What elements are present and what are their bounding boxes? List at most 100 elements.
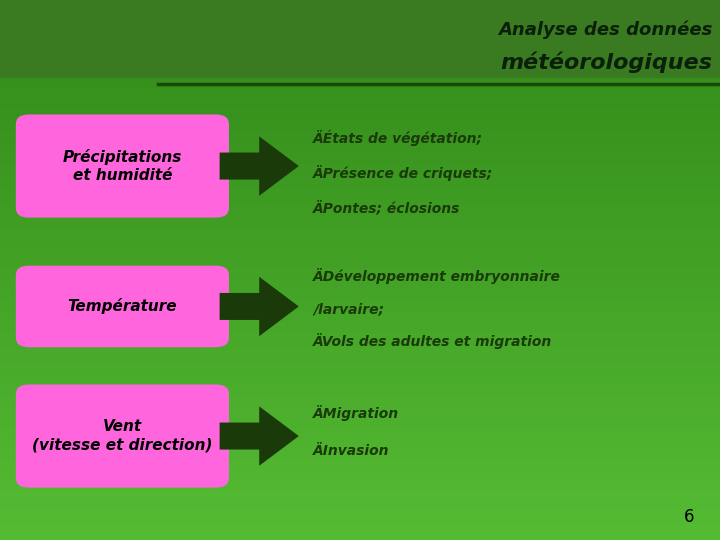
Bar [0,390,720,393]
Bar [0,18,720,20]
Bar [0,20,720,22]
Bar [0,11,720,12]
Bar [0,104,720,106]
Bar [0,216,720,218]
Bar [0,81,720,83]
Bar [0,477,720,479]
Bar [0,146,720,147]
Bar [0,531,720,533]
Bar [0,42,720,43]
Bar [0,201,720,204]
Bar [0,491,720,493]
Bar [0,79,720,81]
Bar [0,76,720,77]
Bar [0,482,720,484]
Bar [0,417,720,420]
Bar [0,227,720,228]
Bar [0,421,720,423]
Bar [0,252,720,254]
Bar [0,333,720,335]
Bar [0,9,720,11]
Bar [0,69,720,70]
Bar [0,495,720,497]
Bar [0,312,720,313]
Bar [0,31,720,32]
Bar [0,450,720,452]
Bar [0,231,720,232]
Bar [0,43,720,45]
Bar [0,61,720,63]
Bar [0,261,720,263]
Bar [0,286,720,288]
Bar [0,410,720,412]
Bar [0,86,720,88]
Bar [0,124,720,126]
Bar [0,529,720,531]
Bar [0,484,720,486]
Bar [0,0,720,2]
Bar [0,509,720,511]
Bar [0,443,720,444]
Bar [0,441,720,443]
FancyBboxPatch shape [16,266,229,347]
Bar [0,39,720,42]
Bar [0,38,720,39]
Bar [0,275,720,277]
Text: ÄVols des adultes et migration: ÄVols des adultes et migration [313,333,552,349]
Bar [0,437,720,439]
Bar [0,336,720,339]
Bar [0,115,720,117]
Bar [0,65,720,66]
Text: Température: Température [68,299,177,314]
Bar [0,292,720,293]
Bar [0,315,720,317]
Bar [0,241,720,243]
Bar [0,524,720,525]
Bar [0,184,720,185]
Bar [0,340,720,342]
Bar [0,508,720,509]
Text: 6: 6 [684,509,695,526]
Bar [0,182,720,184]
Bar [0,155,720,157]
Bar [0,133,720,135]
Bar [0,394,720,396]
Bar [0,137,720,139]
Bar [0,468,720,470]
Bar [0,108,720,110]
Bar [0,285,720,286]
Bar [0,474,720,475]
Bar [0,464,720,466]
Bar [0,293,720,295]
Bar [0,185,720,187]
Bar [0,166,720,167]
Bar [0,243,720,245]
Bar [0,454,720,455]
Bar [0,466,720,468]
Bar [0,533,720,535]
Bar [0,363,720,366]
Bar [0,128,720,130]
Bar [0,297,720,299]
Text: ÄInvasion: ÄInvasion [313,444,390,458]
Bar [0,358,720,360]
Bar [0,501,720,502]
Bar [0,180,720,182]
Bar [0,171,720,173]
Bar [0,322,720,324]
Bar [0,380,720,382]
Bar [0,439,720,441]
Bar [0,470,720,471]
Bar [0,218,720,220]
Bar [0,131,720,133]
Bar [0,162,720,164]
FancyBboxPatch shape [16,114,229,218]
Bar [0,342,720,344]
FancyBboxPatch shape [16,384,229,488]
Bar [0,147,720,150]
Bar [0,475,720,477]
Bar [0,263,720,265]
Bar [0,139,720,140]
Bar [0,32,720,34]
Bar [0,405,720,407]
